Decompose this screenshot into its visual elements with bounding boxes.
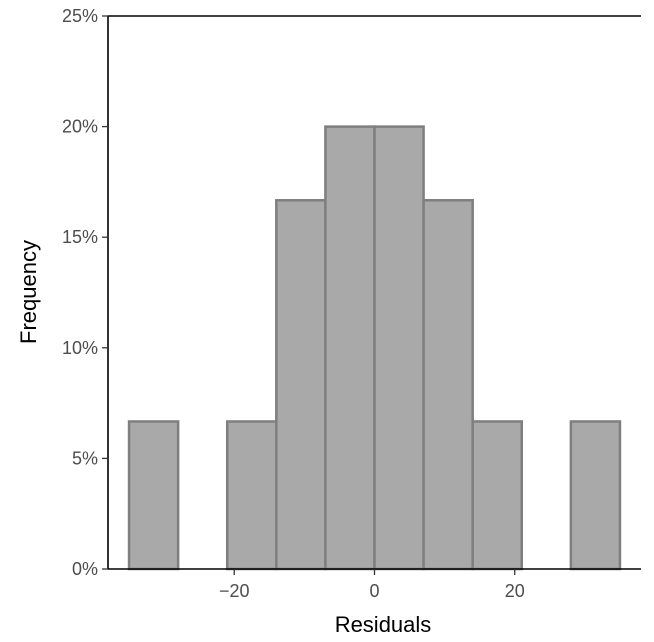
y-tick-label-1: 5% [72, 448, 98, 468]
histogram-bar-4 [324, 125, 376, 571]
x-tick-label-1: 0 [369, 581, 379, 601]
histogram-bar-6 [422, 199, 474, 571]
x-ticks-layer: −20 0 20 [219, 569, 525, 601]
y-tick-label-4: 20% [62, 117, 98, 137]
histogram-bar-2 [225, 420, 278, 571]
y-tick-label-0: 0% [72, 559, 98, 579]
y-tick-label-5: 25% [62, 6, 98, 26]
y-ticks-layer: 0% 5% 10% 15% 20% 25% [62, 6, 108, 579]
bars-layer [127, 125, 622, 571]
y-axis-title: Frequency [16, 240, 41, 344]
x-tick-label-2: 20 [505, 581, 525, 601]
histogram-bar-3 [275, 199, 327, 571]
histogram-bar-0 [127, 420, 180, 571]
histogram-bar-9 [569, 420, 622, 571]
y-tick-label-3: 15% [62, 227, 98, 247]
x-tick-label-0: −20 [219, 581, 250, 601]
histogram-bar-5 [373, 125, 425, 571]
histogram-bar-7 [471, 420, 524, 571]
y-tick-label-2: 10% [62, 338, 98, 358]
x-axis-title: Residuals [335, 612, 432, 637]
